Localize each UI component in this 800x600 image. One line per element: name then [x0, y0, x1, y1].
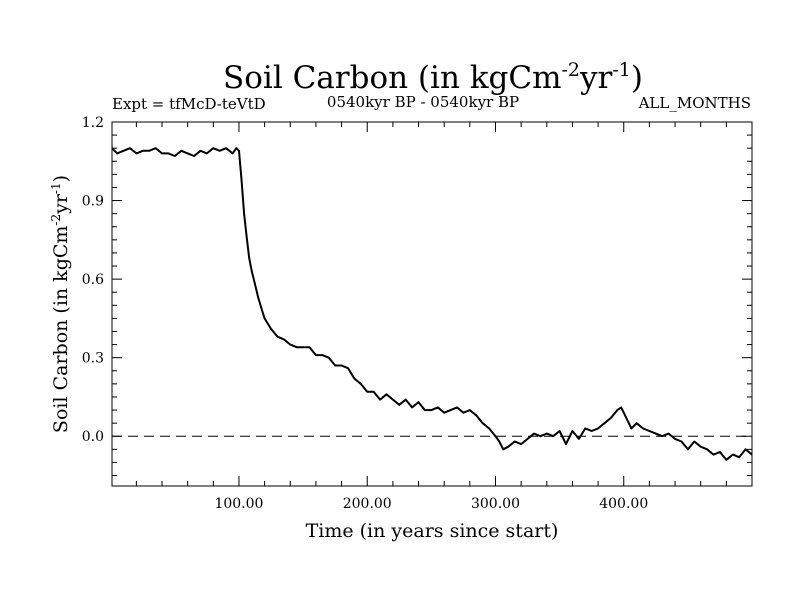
months-label: ALL_MONTHS [638, 94, 751, 112]
x-axis-label: Time (in years since start) [306, 520, 559, 542]
y-axis: 1.2 0.9 0.6 0.3 0.0 [82, 115, 752, 477]
soil-carbon-series-line [111, 147, 753, 461]
period-label: 0540kyr BP - 0540kyr BP [327, 93, 519, 111]
y-tick-label: 0.6 [82, 272, 104, 288]
x-tick-label: 200.00 [343, 496, 392, 512]
plot-frame [111, 121, 753, 487]
experiment-label: Expt = tfMcD-teVtD [112, 95, 266, 113]
x-tick-label: 100.00 [214, 496, 263, 512]
x-tick-label: 300.00 [471, 496, 520, 512]
y-tick-label: 0.0 [82, 429, 104, 445]
y-tick-label: 0.9 [82, 194, 104, 210]
x-axis: 100.00 200.00 300.00 400.00 [135, 122, 727, 512]
y-tick-label: 1.2 [82, 115, 104, 131]
x-tick-label: 400.00 [599, 496, 648, 512]
chart-title: Soil Carbon (in kgCm-2yr-1) [223, 59, 643, 96]
y-tick-label: 0.3 [82, 351, 104, 367]
y-axis-label: Soil Carbon (in kgCm-2yr-1) [49, 175, 72, 433]
